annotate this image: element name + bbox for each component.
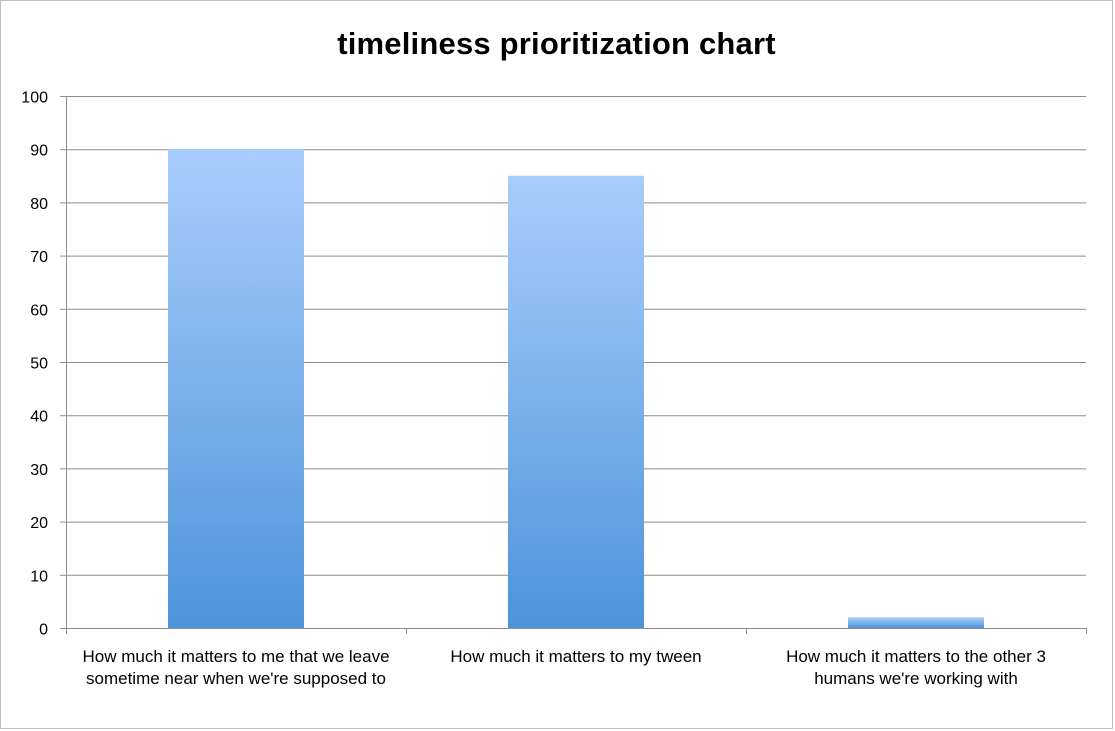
y-tick-label: 40 [30, 409, 48, 426]
bars [168, 149, 984, 629]
axes [60, 96, 1087, 634]
bar [168, 149, 304, 628]
x-tick-label: How much it matters to me that we leave … [82, 647, 390, 688]
y-tick-label: 20 [30, 515, 48, 532]
y-tick-label: 60 [30, 302, 48, 319]
y-tick-label: 0 [39, 622, 48, 639]
y-tick-labels: 0 10 20 30 40 50 60 70 80 90 100 [21, 90, 48, 639]
y-tick-label: 90 [30, 143, 48, 160]
x-tick-label: How much it matters to my tween [450, 647, 702, 666]
y-tick-label: 10 [30, 568, 48, 585]
y-tick-label: 80 [30, 196, 48, 213]
bar [848, 617, 984, 628]
y-tick-label: 100 [21, 90, 48, 107]
chart-title: timeliness prioritization chart [337, 26, 776, 61]
y-tick-label: 70 [30, 249, 48, 266]
bar [508, 175, 644, 629]
x-tick-label: How much it matters to the other 3 human… [786, 647, 1046, 688]
y-tick-label: 30 [30, 462, 48, 479]
y-tick-label: 50 [30, 356, 48, 373]
